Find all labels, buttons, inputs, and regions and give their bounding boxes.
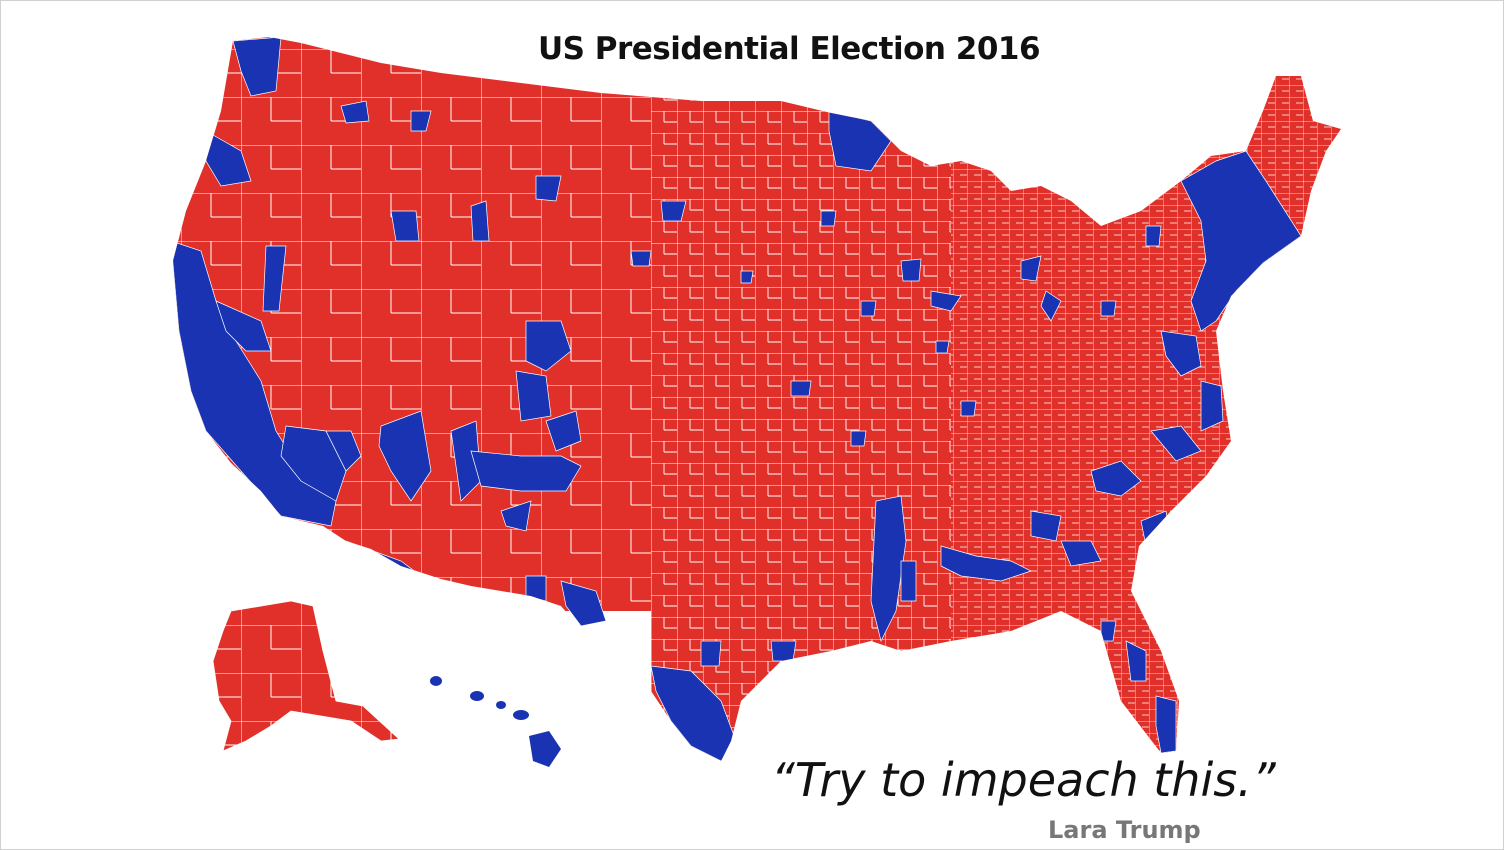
contiguous-us xyxy=(173,37,1341,761)
democrat-counties xyxy=(173,37,1302,761)
page-title: US Presidential Election 2016 xyxy=(537,31,1041,67)
hawaii xyxy=(430,676,561,767)
quote-text: “Try to impeach this.” xyxy=(771,753,1276,807)
alaska xyxy=(212,600,400,752)
quote-attribution: Lara Trump xyxy=(1048,816,1201,844)
